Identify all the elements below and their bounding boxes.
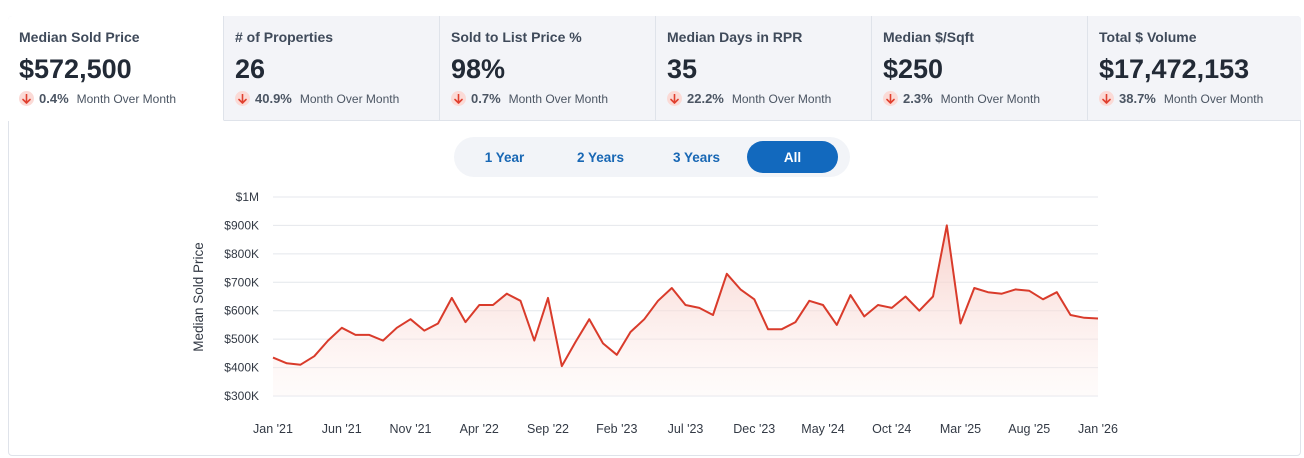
y-tick-label: $900K bbox=[224, 218, 259, 232]
y-axis-label: Median Sold Price bbox=[191, 242, 206, 352]
tab-label: Median Sold Price bbox=[19, 29, 140, 45]
change-label: Month Over Month bbox=[76, 91, 177, 106]
tab-number-of-properties[interactable]: # of Properties 26 40.9% Month Over Mont… bbox=[224, 16, 440, 121]
x-tick-label: Aug '25 bbox=[1008, 422, 1050, 436]
tab-value: $250 bbox=[883, 54, 944, 84]
x-tick-label: Oct '24 bbox=[872, 422, 911, 436]
tab-label: # of Properties bbox=[235, 29, 334, 45]
range-3-years-button[interactable]: 3 Years bbox=[651, 141, 742, 173]
y-tick-label: $400K bbox=[224, 361, 259, 375]
change-label: Month Over Month bbox=[940, 91, 1041, 106]
tab-label: Sold to List Price % bbox=[451, 29, 582, 45]
x-tick-label: Jan '26 bbox=[1078, 422, 1118, 436]
tab-median-days-in-rpr[interactable]: Median Days in RPR 35 22.2% Month Over M… bbox=[656, 16, 872, 121]
x-tick-label: Sep '22 bbox=[527, 422, 569, 436]
tab-change: 2.3% Month Over Month bbox=[883, 91, 1087, 106]
tab-label: Median $/Sqft bbox=[883, 29, 975, 45]
tab-value: 35 bbox=[667, 54, 698, 84]
y-tick-label: $800K bbox=[224, 247, 259, 261]
tab-total-volume[interactable]: Total $ Volume $17,472,153 38.7% Month O… bbox=[1088, 16, 1301, 121]
change-percent: 0.7% bbox=[471, 91, 501, 106]
change-label: Month Over Month bbox=[299, 91, 400, 106]
x-tick-label: Mar '25 bbox=[940, 422, 981, 436]
tab-value: $572,500 bbox=[19, 54, 132, 84]
y-tick-label: $1M bbox=[236, 190, 259, 204]
change-label: Month Over Month bbox=[1163, 91, 1264, 106]
arrow-down-icon bbox=[235, 91, 250, 106]
change-percent: 2.3% bbox=[903, 91, 933, 106]
x-tick-label: May '24 bbox=[801, 422, 844, 436]
tab-change: 0.4% Month Over Month bbox=[19, 91, 223, 106]
x-tick-label: Feb '23 bbox=[596, 422, 637, 436]
y-tick-label: $500K bbox=[224, 332, 259, 346]
tab-label: Total $ Volume bbox=[1099, 29, 1197, 45]
change-percent: 40.9% bbox=[255, 91, 292, 106]
change-percent: 38.7% bbox=[1119, 91, 1156, 106]
tab-sold-to-list-price[interactable]: Sold to List Price % 98% 0.7% Month Over… bbox=[440, 16, 656, 121]
y-tick-label: $300K bbox=[224, 389, 259, 403]
x-tick-label: Nov '21 bbox=[390, 422, 432, 436]
tab-value: $17,472,153 bbox=[1099, 54, 1250, 84]
arrow-down-icon bbox=[1099, 91, 1114, 106]
tab-value: 98% bbox=[451, 54, 506, 84]
x-tick-label: Jan '21 bbox=[253, 422, 293, 436]
tab-median-sold-price[interactable]: Median Sold Price $572,500 0.4% Month Ov… bbox=[8, 16, 224, 121]
tab-change: 38.7% Month Over Month bbox=[1099, 91, 1301, 106]
tab-median-price-per-sqft[interactable]: Median $/Sqft $250 2.3% Month Over Month bbox=[872, 16, 1088, 121]
x-tick-label: Jun '21 bbox=[322, 422, 362, 436]
arrow-down-icon bbox=[667, 91, 682, 106]
x-tick-label: Apr '22 bbox=[460, 422, 499, 436]
x-tick-label: Dec '23 bbox=[733, 422, 775, 436]
change-percent: 0.4% bbox=[39, 91, 69, 106]
y-tick-label: $700K bbox=[224, 275, 259, 289]
metric-tabs: Median Sold Price $572,500 0.4% Month Ov… bbox=[8, 16, 1301, 121]
arrow-down-icon bbox=[883, 91, 898, 106]
y-tick-label: $600K bbox=[224, 304, 259, 318]
range-all-button[interactable]: All bbox=[747, 141, 838, 173]
change-label: Month Over Month bbox=[731, 91, 832, 106]
x-tick-label: Jul '23 bbox=[668, 422, 704, 436]
tab-change: 0.7% Month Over Month bbox=[451, 91, 655, 106]
range-1-year-button[interactable]: 1 Year bbox=[459, 141, 550, 173]
change-label: Month Over Month bbox=[508, 91, 609, 106]
time-range-selector: 1 Year 2 Years 3 Years All bbox=[454, 137, 850, 177]
tab-change: 22.2% Month Over Month bbox=[667, 91, 871, 106]
tab-label: Median Days in RPR bbox=[667, 29, 803, 45]
series-area bbox=[273, 225, 1098, 396]
tab-change: 40.9% Month Over Month bbox=[235, 91, 439, 106]
arrow-down-icon bbox=[19, 91, 34, 106]
series-line bbox=[272, 224, 1099, 368]
arrow-down-icon bbox=[451, 91, 466, 106]
range-2-years-button[interactable]: 2 Years bbox=[555, 141, 646, 173]
tab-value: 26 bbox=[235, 54, 266, 84]
change-percent: 22.2% bbox=[687, 91, 724, 106]
